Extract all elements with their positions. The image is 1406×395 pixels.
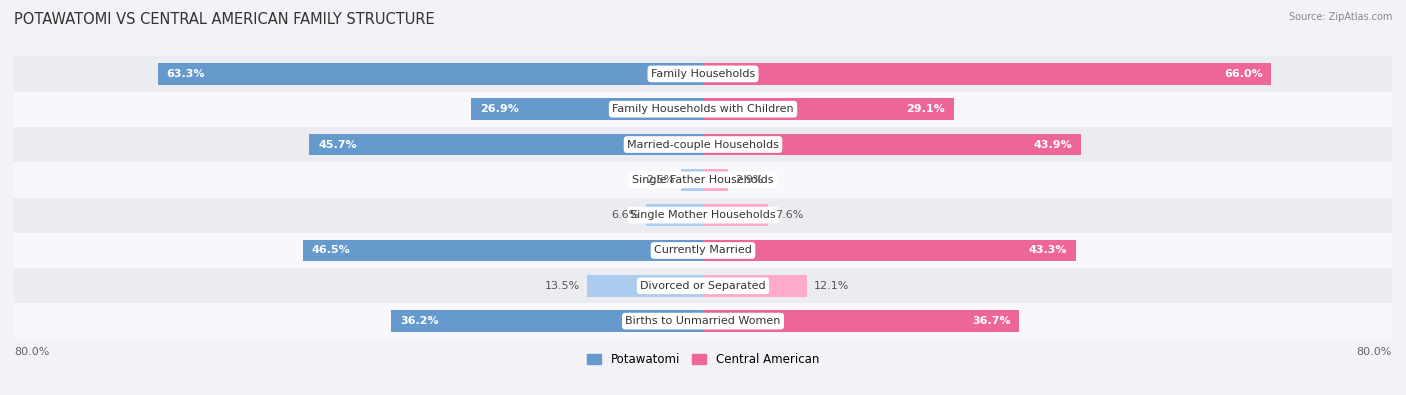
Text: Married-couple Households: Married-couple Households <box>627 139 779 150</box>
Text: Divorced or Separated: Divorced or Separated <box>640 281 766 291</box>
Text: 80.0%: 80.0% <box>1357 346 1392 357</box>
Text: 26.9%: 26.9% <box>479 104 519 114</box>
Bar <box>703 98 953 120</box>
Text: 6.6%: 6.6% <box>612 210 640 220</box>
Text: Single Father Households: Single Father Households <box>633 175 773 185</box>
Bar <box>391 310 703 332</box>
Bar <box>14 127 1392 162</box>
Text: 45.7%: 45.7% <box>318 139 357 150</box>
Bar <box>157 63 703 85</box>
Text: 36.7%: 36.7% <box>972 316 1011 326</box>
Text: 66.0%: 66.0% <box>1225 69 1263 79</box>
Bar <box>703 239 1076 261</box>
Bar <box>309 134 703 156</box>
Text: 7.6%: 7.6% <box>775 210 804 220</box>
Bar <box>703 169 728 191</box>
Bar <box>14 92 1392 127</box>
Text: POTAWATOMI VS CENTRAL AMERICAN FAMILY STRUCTURE: POTAWATOMI VS CENTRAL AMERICAN FAMILY ST… <box>14 12 434 27</box>
Text: 46.5%: 46.5% <box>311 245 350 256</box>
Bar <box>647 204 703 226</box>
Bar <box>703 204 769 226</box>
Text: 43.9%: 43.9% <box>1033 139 1073 150</box>
Bar <box>14 233 1392 268</box>
Bar <box>302 239 703 261</box>
Bar <box>14 303 1392 339</box>
Legend: Potawatomi, Central American: Potawatomi, Central American <box>588 353 818 366</box>
Text: 13.5%: 13.5% <box>544 281 579 291</box>
Bar <box>682 169 703 191</box>
Text: 2.5%: 2.5% <box>647 175 675 185</box>
Bar <box>586 275 703 297</box>
Text: Family Households with Children: Family Households with Children <box>612 104 794 114</box>
Text: 63.3%: 63.3% <box>166 69 205 79</box>
Text: 36.2%: 36.2% <box>399 316 439 326</box>
Text: 80.0%: 80.0% <box>14 346 49 357</box>
Bar <box>703 310 1019 332</box>
Bar <box>14 198 1392 233</box>
Text: 29.1%: 29.1% <box>907 104 945 114</box>
Bar <box>14 56 1392 92</box>
Bar <box>14 162 1392 198</box>
Bar <box>703 63 1271 85</box>
Text: Currently Married: Currently Married <box>654 245 752 256</box>
Bar <box>471 98 703 120</box>
Text: Source: ZipAtlas.com: Source: ZipAtlas.com <box>1288 12 1392 22</box>
Text: 43.3%: 43.3% <box>1029 245 1067 256</box>
Text: 2.9%: 2.9% <box>735 175 763 185</box>
Bar <box>703 275 807 297</box>
Text: Family Households: Family Households <box>651 69 755 79</box>
Text: Single Mother Households: Single Mother Households <box>630 210 776 220</box>
Text: 12.1%: 12.1% <box>814 281 849 291</box>
Text: Births to Unmarried Women: Births to Unmarried Women <box>626 316 780 326</box>
Bar <box>14 268 1392 303</box>
Bar <box>703 134 1081 156</box>
